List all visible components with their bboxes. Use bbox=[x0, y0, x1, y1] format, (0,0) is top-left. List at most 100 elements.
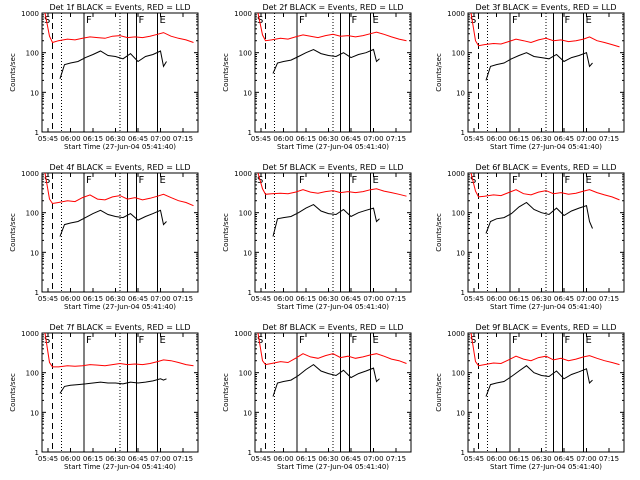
x-axis-label: Start Time (27-Jun-04 05:41:40) bbox=[277, 463, 389, 471]
region-label: F bbox=[139, 175, 145, 186]
x-axis-label: Start Time (27-Jun-04 05:41:40) bbox=[490, 303, 602, 311]
panel-title: Det 9f BLACK = Events, RED = LLD bbox=[475, 323, 616, 332]
x-axis-label: Start Time (27-Jun-04 05:41:40) bbox=[277, 143, 389, 151]
x-tick-label: 07:15 bbox=[386, 135, 406, 143]
x-tick-label: 06:45 bbox=[128, 295, 148, 303]
x-tick-label: 06:00 bbox=[486, 135, 506, 143]
region-label: E bbox=[586, 335, 592, 346]
x-tick-label: 07:15 bbox=[173, 295, 193, 303]
y-tick-label: 1000 bbox=[234, 170, 252, 178]
region-label: F bbox=[139, 15, 145, 26]
region-label: E bbox=[373, 15, 379, 26]
series-line-events bbox=[272, 48, 380, 74]
y-tick-label: 10 bbox=[30, 89, 39, 97]
x-tick-label: 06:30 bbox=[318, 135, 338, 143]
panel-title: Det 8f BLACK = Events, RED = LLD bbox=[262, 323, 403, 332]
region-label: F bbox=[352, 335, 358, 346]
y-tick-label: 1 bbox=[248, 129, 252, 137]
y-tick-label: 1 bbox=[35, 129, 39, 137]
y-tick-label: 10 bbox=[30, 409, 39, 417]
region-label: F bbox=[86, 175, 92, 186]
region-label: S bbox=[257, 335, 263, 346]
x-tick-label: 07:00 bbox=[576, 455, 596, 463]
panel: Det 5f BLACK = Events, RED = LLD 1 10 100 10… bbox=[222, 163, 412, 311]
region-label: F bbox=[512, 175, 518, 186]
x-tick-label: 07:15 bbox=[386, 295, 406, 303]
x-axis-label: Start Time (27-Jun-04 05:41:40) bbox=[490, 463, 602, 471]
x-tick-label: 06:30 bbox=[531, 455, 551, 463]
region-label: E bbox=[160, 175, 166, 186]
x-tick-label: 06:45 bbox=[341, 135, 361, 143]
x-tick-label: 06:30 bbox=[105, 295, 125, 303]
x-tick-label: 06:15 bbox=[509, 295, 529, 303]
x-tick-label: 06:00 bbox=[60, 455, 80, 463]
x-tick-label: 05:45 bbox=[38, 455, 58, 463]
y-tick-label: 10 bbox=[456, 409, 465, 417]
region-label: F bbox=[352, 15, 358, 26]
panel: Det 8f BLACK = Events, RED = LLD 1 10 100 10… bbox=[222, 323, 412, 471]
plot-frame bbox=[41, 172, 199, 293]
y-tick-label: 1000 bbox=[21, 170, 39, 178]
panel-title: Det 7f BLACK = Events, RED = LLD bbox=[49, 323, 190, 332]
y-tick-label: 100 bbox=[239, 210, 252, 218]
x-tick-label: 05:45 bbox=[38, 135, 58, 143]
y-tick-label: 1 bbox=[35, 289, 39, 297]
x-tick-label: 05:45 bbox=[464, 135, 484, 143]
region-label: F bbox=[352, 175, 358, 186]
panel-title: Det 3f BLACK = Events, RED = LLD bbox=[475, 3, 616, 12]
y-axis-label: Counts/sec bbox=[435, 373, 443, 412]
y-tick-label: 100 bbox=[452, 210, 465, 218]
series-line-lld bbox=[257, 12, 407, 42]
region-label: E bbox=[373, 175, 379, 186]
x-tick-label: 05:45 bbox=[251, 455, 271, 463]
panel: Det 2f BLACK = Events, RED = LLD 1 10 100 10… bbox=[222, 3, 412, 151]
x-tick-label: 06:00 bbox=[60, 295, 80, 303]
panel: Det 4f BLACK = Events, RED = LLD 1 10 100 10… bbox=[9, 163, 199, 311]
region-label: S bbox=[44, 335, 50, 346]
x-tick-label: 06:00 bbox=[273, 135, 293, 143]
y-tick-label: 100 bbox=[26, 370, 39, 378]
x-tick-label: 06:45 bbox=[554, 455, 574, 463]
x-tick-label: 06:15 bbox=[509, 135, 529, 143]
region-label: S bbox=[257, 15, 263, 26]
y-tick-label: 1000 bbox=[234, 10, 252, 18]
region-label: F bbox=[86, 15, 92, 26]
plot-frame bbox=[467, 12, 625, 133]
x-tick-label: 06:15 bbox=[296, 455, 316, 463]
x-tick-label: 07:00 bbox=[576, 295, 596, 303]
region-label: F bbox=[299, 335, 305, 346]
series-line-lld bbox=[470, 12, 620, 48]
x-tick-label: 07:00 bbox=[150, 295, 170, 303]
series-line-events bbox=[485, 201, 593, 234]
y-tick-label: 10 bbox=[243, 89, 252, 97]
series-line-lld bbox=[44, 12, 194, 44]
panel: Det 3f BLACK = Events, RED = LLD 1 10 100 10… bbox=[435, 3, 625, 151]
x-tick-label: 06:15 bbox=[83, 295, 103, 303]
x-tick-label: 07:00 bbox=[150, 135, 170, 143]
panel-title: Det 4f BLACK = Events, RED = LLD bbox=[49, 163, 190, 172]
x-tick-label: 05:45 bbox=[251, 135, 271, 143]
series-line-events bbox=[485, 52, 593, 81]
y-tick-label: 100 bbox=[452, 50, 465, 58]
region-label: F bbox=[86, 335, 92, 346]
x-tick-label: 06:15 bbox=[296, 295, 316, 303]
series-line-events bbox=[59, 209, 167, 237]
x-tick-label: 06:30 bbox=[318, 295, 338, 303]
y-tick-label: 1000 bbox=[447, 330, 465, 338]
x-tick-label: 07:00 bbox=[150, 455, 170, 463]
y-tick-label: 1000 bbox=[21, 10, 39, 18]
x-tick-label: 07:15 bbox=[599, 295, 619, 303]
x-tick-label: 06:15 bbox=[296, 135, 316, 143]
region-label: F bbox=[565, 175, 571, 186]
x-tick-label: 07:15 bbox=[173, 455, 193, 463]
y-axis-label: Counts/sec bbox=[9, 53, 17, 92]
region-label: S bbox=[44, 175, 50, 186]
x-tick-label: 07:15 bbox=[599, 135, 619, 143]
panel-title: Det 5f BLACK = Events, RED = LLD bbox=[262, 163, 403, 172]
y-tick-label: 100 bbox=[239, 50, 252, 58]
plot-frame bbox=[254, 12, 412, 133]
series-line-lld bbox=[470, 332, 620, 367]
plot-frame bbox=[254, 332, 412, 453]
x-tick-label: 06:00 bbox=[486, 455, 506, 463]
